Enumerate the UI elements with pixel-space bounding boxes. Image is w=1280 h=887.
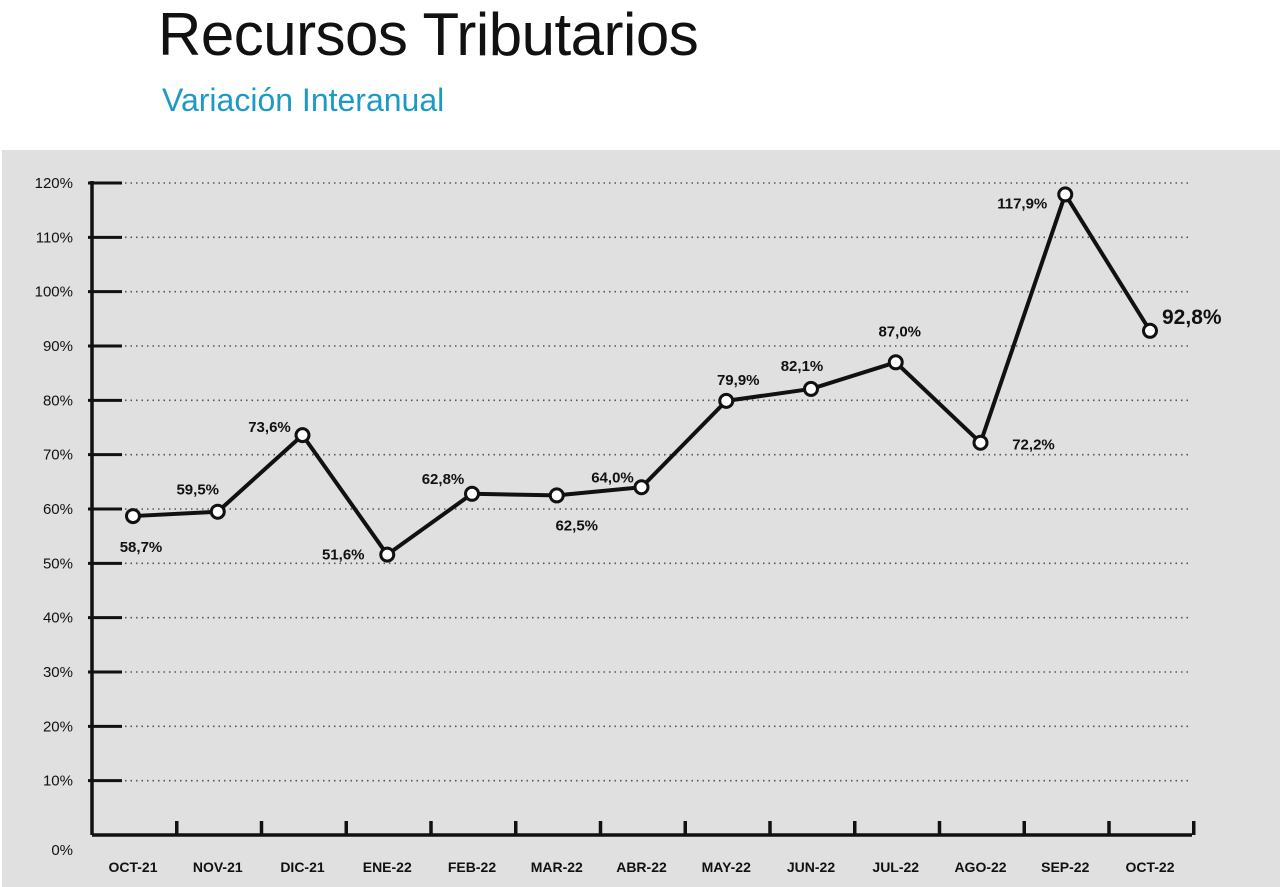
data-label: 92,8% [1162, 306, 1222, 329]
y-tick-label: 10% [43, 773, 73, 790]
data-label: 51,6% [322, 547, 365, 564]
data-labels: 58,7% 59,5% 73,6% 51,6% 62,8% 62,5% 64,0% 79,9%… [120, 195, 1222, 563]
y-tick-label: 40% [43, 610, 73, 627]
x-axis-ticks: OCT-21 NOV-21 DIC-21 ENE-22 FEB-22 MAR-22 ABR-… [108, 859, 1174, 875]
data-label: 87,0% [878, 323, 921, 340]
data-points [125, 186, 1158, 563]
data-label: 58,7% [120, 539, 163, 556]
data-label: 64,0% [591, 469, 634, 486]
data-point [1057, 186, 1074, 203]
x-tick-label: OCT-22 [1125, 859, 1174, 875]
page-title: Recursos Tributarios [158, 1, 699, 68]
x-tick-label: JUN-22 [787, 859, 835, 875]
y-tick-label: 80% [43, 392, 73, 409]
page-subtitle: Variación Interanual [162, 82, 445, 118]
y-tick-label: 100% [35, 284, 73, 301]
y-axis-ticks: 0% 10% 20% 30% 40% 50% 60% 70% 80% 90% 100% 110% 120… [35, 175, 73, 859]
x-tick-label: ENE-22 [363, 859, 412, 875]
data-point [887, 354, 904, 371]
y-tick-label: 60% [43, 501, 73, 518]
x-tick-label: SEP-22 [1041, 859, 1089, 875]
data-label: 79,9% [717, 372, 760, 389]
x-tick-label: DIC-21 [280, 859, 325, 875]
x-tick-label: MAR-22 [531, 859, 583, 875]
data-point [972, 434, 989, 451]
x-tick-label: OCT-21 [108, 859, 157, 875]
chart-axes [88, 181, 1196, 837]
data-label: 59,5% [176, 482, 219, 499]
y-tick-label: 70% [43, 447, 73, 464]
y-tick-label: 50% [43, 555, 73, 572]
data-label: 62,5% [555, 517, 598, 534]
x-tick-label: MAY-22 [702, 859, 752, 875]
y-tick-label: 120% [35, 175, 73, 192]
data-label: 72,2% [1012, 437, 1055, 454]
data-point [209, 503, 226, 520]
data-point [464, 485, 480, 502]
data-point [1142, 322, 1158, 339]
x-tick-label: FEB-22 [448, 859, 496, 875]
data-point [294, 427, 311, 444]
data-point [633, 479, 650, 496]
y-tick-label: 90% [43, 338, 73, 355]
data-point [379, 546, 396, 563]
data-label: 62,8% [422, 471, 465, 488]
x-tick-label: AGO-22 [954, 859, 1006, 875]
data-point [548, 487, 565, 504]
data-label: 117,9% [997, 195, 1047, 212]
chart-gridlines [92, 182, 1190, 782]
series-line [132, 192, 1152, 557]
data-point [803, 380, 819, 397]
x-tick-label: ABR-22 [616, 859, 667, 875]
y-tick-label: 0% [51, 842, 73, 859]
data-label: 73,6% [248, 419, 291, 436]
data-label: 82,1% [781, 358, 824, 375]
y-tick-label: 20% [43, 718, 73, 735]
y-tick-label: 30% [43, 664, 73, 681]
x-tick-label: NOV-21 [193, 859, 243, 875]
data-point [125, 508, 141, 525]
x-tick-label: JUL-22 [872, 859, 919, 875]
y-tick-label: 110% [36, 229, 73, 246]
data-point [718, 392, 735, 409]
